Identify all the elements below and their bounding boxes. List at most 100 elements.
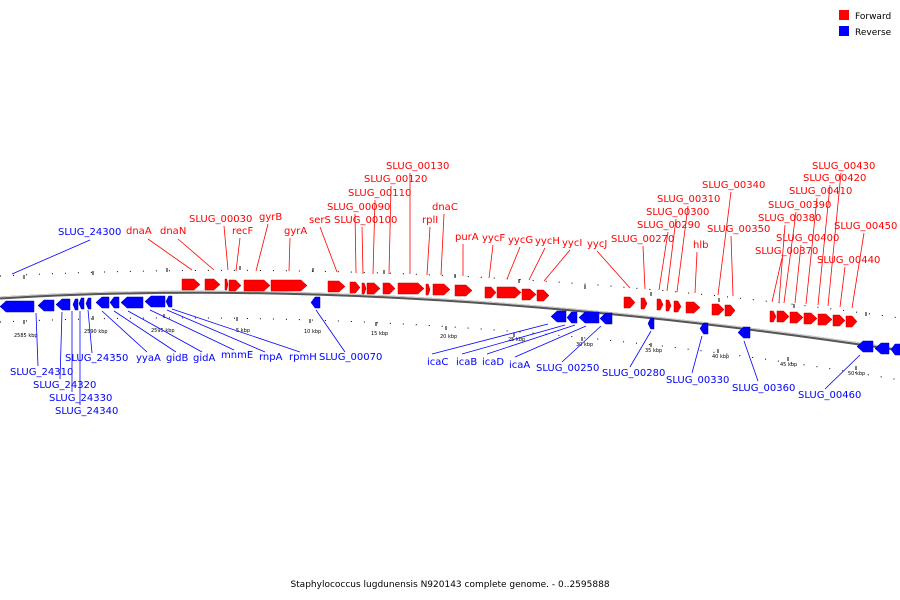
reverse-gene-arrow[interactable] bbox=[550, 310, 567, 323]
gene-label-SLUG_00440[interactable]: SLUG_00440 bbox=[817, 255, 880, 266]
reverse-gene-arrow[interactable] bbox=[856, 340, 874, 353]
gene-label-SLUG_00360[interactable]: SLUG_00360 bbox=[732, 383, 795, 394]
gene-label-SLUG_24330[interactable]: SLUG_24330 bbox=[49, 393, 112, 404]
gene-label-SLUG_00380[interactable]: SLUG_00380 bbox=[758, 213, 821, 224]
gene-label-SLUG_00090[interactable]: SLUG_00090 bbox=[327, 202, 390, 213]
forward-gene-arrow[interactable] bbox=[496, 286, 522, 299]
gene-label-SLUG_24320[interactable]: SLUG_24320 bbox=[33, 380, 96, 391]
forward-gene-arrow[interactable] bbox=[640, 297, 648, 310]
gene-label-SLUG_00270[interactable]: SLUG_00270 bbox=[611, 234, 674, 245]
forward-gene-arrow[interactable] bbox=[832, 314, 846, 327]
gene-label-SLUG_00400[interactable]: SLUG_00400 bbox=[776, 233, 839, 244]
forward-gene-arrow[interactable] bbox=[425, 283, 431, 296]
forward-gene-arrow[interactable] bbox=[270, 279, 308, 292]
gene-label-SLUG_24350[interactable]: SLUG_24350 bbox=[65, 353, 128, 364]
forward-gene-arrow[interactable] bbox=[536, 289, 550, 302]
forward-gene-arrow[interactable] bbox=[817, 313, 833, 326]
gene-label-SLUG_00290[interactable]: SLUG_00290 bbox=[637, 220, 700, 231]
gene-label-SLUG_00310[interactable]: SLUG_00310 bbox=[657, 194, 720, 205]
gene-label-gyrA[interactable]: gyrA bbox=[284, 226, 307, 237]
gene-label-icaD[interactable]: icaD bbox=[482, 357, 504, 368]
gene-label-SLUG_00110[interactable]: SLUG_00110 bbox=[348, 188, 411, 199]
gene-label-SLUG_00350[interactable]: SLUG_00350 bbox=[707, 224, 770, 235]
gene-label-SLUG_00340[interactable]: SLUG_00340 bbox=[702, 180, 765, 191]
forward-gene-arrow[interactable] bbox=[454, 284, 473, 297]
reverse-gene-arrow[interactable] bbox=[699, 322, 709, 335]
reverse-gene-arrow[interactable] bbox=[78, 297, 85, 310]
reverse-gene-arrow[interactable] bbox=[85, 297, 92, 310]
forward-gene-arrow[interactable] bbox=[845, 315, 858, 328]
forward-gene-arrow[interactable] bbox=[349, 281, 361, 294]
gene-label-mnmE[interactable]: mnmE bbox=[221, 350, 253, 361]
forward-gene-arrow[interactable] bbox=[204, 278, 221, 291]
forward-gene-arrow[interactable] bbox=[181, 278, 201, 291]
forward-gene-arrow[interactable] bbox=[228, 279, 242, 292]
gene-label-SLUG_00070[interactable]: SLUG_00070 bbox=[319, 352, 382, 363]
forward-gene-arrow[interactable] bbox=[665, 299, 672, 312]
forward-gene-arrow[interactable] bbox=[382, 282, 396, 295]
gene-label-dnaC[interactable]: dnaC bbox=[432, 202, 458, 213]
gene-label-recF[interactable]: recF bbox=[232, 226, 254, 237]
forward-gene-arrow[interactable] bbox=[397, 282, 425, 295]
gene-label-SLUG_00390[interactable]: SLUG_00390 bbox=[768, 200, 831, 211]
gene-label-SLUG_00300[interactable]: SLUG_00300 bbox=[646, 207, 709, 218]
reverse-gene-arrow[interactable] bbox=[310, 296, 321, 309]
gene-label-SLUG_00460[interactable]: SLUG_00460 bbox=[798, 390, 861, 401]
gene-label-SLUG_00030[interactable]: SLUG_00030 bbox=[189, 214, 252, 225]
gene-label-dnaA[interactable]: dnaA bbox=[126, 226, 152, 237]
gene-label-serS[interactable]: serS bbox=[309, 215, 331, 226]
reverse-gene-arrow[interactable] bbox=[72, 298, 79, 311]
gene-label-yyaA[interactable]: yyaA bbox=[136, 353, 161, 364]
reverse-gene-arrow[interactable] bbox=[890, 343, 900, 356]
gene-label-SLUG_00100[interactable]: SLUG_00100 bbox=[334, 215, 397, 226]
forward-gene-arrow[interactable] bbox=[623, 296, 636, 309]
gene-label-rplI[interactable]: rplI bbox=[422, 215, 438, 226]
forward-gene-arrow[interactable] bbox=[327, 280, 346, 293]
gene-label-rnpA[interactable]: rnpA bbox=[259, 352, 283, 363]
gene-label-SLUG_00370[interactable]: SLUG_00370 bbox=[755, 246, 818, 257]
gene-label-gidA[interactable]: gidA bbox=[193, 353, 215, 364]
reverse-gene-arrow[interactable] bbox=[37, 299, 55, 312]
forward-gene-arrow[interactable] bbox=[224, 278, 229, 291]
forward-gene-arrow[interactable] bbox=[521, 288, 537, 301]
gene-label-SLUG_00250[interactable]: SLUG_00250 bbox=[536, 363, 599, 374]
gene-label-SLUG_24340[interactable]: SLUG_24340 bbox=[55, 406, 118, 417]
gene-label-yycH[interactable]: yycH bbox=[535, 236, 560, 247]
gene-label-yycJ[interactable]: yycJ bbox=[587, 239, 607, 250]
gene-label-dnaN[interactable]: dnaN bbox=[160, 226, 186, 237]
gene-label-yycI[interactable]: yycI bbox=[562, 238, 582, 249]
reverse-gene-arrow[interactable] bbox=[55, 298, 71, 311]
gene-label-yycF[interactable]: yycF bbox=[482, 233, 505, 244]
gene-label-SLUG_00120[interactable]: SLUG_00120 bbox=[364, 174, 427, 185]
reverse-gene-arrow[interactable] bbox=[165, 295, 173, 308]
gene-label-icaB[interactable]: icaB bbox=[456, 357, 477, 368]
reverse-gene-arrow[interactable] bbox=[599, 312, 613, 325]
reverse-gene-arrow[interactable] bbox=[874, 342, 890, 355]
gene-label-SLUG_00280[interactable]: SLUG_00280 bbox=[602, 368, 665, 379]
gene-label-hlb[interactable]: hlb bbox=[693, 240, 708, 251]
gene-label-SLUG_00450[interactable]: SLUG_00450 bbox=[834, 221, 897, 232]
forward-gene-arrow[interactable] bbox=[776, 310, 790, 323]
forward-gene-arrow[interactable] bbox=[711, 303, 725, 316]
reverse-gene-arrow[interactable] bbox=[120, 296, 144, 309]
gene-label-SLUG_00410[interactable]: SLUG_00410 bbox=[789, 186, 852, 197]
gene-label-purA[interactable]: purA bbox=[455, 232, 479, 243]
forward-gene-arrow[interactable] bbox=[769, 310, 777, 323]
forward-gene-arrow[interactable] bbox=[656, 298, 664, 311]
forward-gene-arrow[interactable] bbox=[673, 300, 682, 313]
gene-label-gidB[interactable]: gidB bbox=[166, 353, 188, 364]
gene-label-rpmH[interactable]: rpmH bbox=[289, 352, 317, 363]
forward-gene-arrow[interactable] bbox=[243, 279, 271, 292]
gene-label-icaA[interactable]: icaA bbox=[509, 360, 530, 371]
reverse-gene-arrow[interactable] bbox=[647, 317, 655, 330]
gene-label-icaC[interactable]: icaC bbox=[427, 357, 448, 368]
reverse-gene-arrow[interactable] bbox=[737, 326, 751, 339]
forward-gene-arrow[interactable] bbox=[366, 282, 381, 295]
forward-gene-arrow[interactable] bbox=[361, 282, 367, 295]
reverse-gene-arrow[interactable] bbox=[0, 300, 35, 313]
gene-label-gyrB[interactable]: gyrB bbox=[259, 212, 282, 223]
forward-gene-arrow[interactable] bbox=[484, 286, 497, 299]
reverse-gene-arrow[interactable] bbox=[144, 295, 166, 308]
forward-gene-arrow[interactable] bbox=[685, 301, 701, 314]
gene-label-SLUG_00130[interactable]: SLUG_00130 bbox=[386, 161, 449, 172]
